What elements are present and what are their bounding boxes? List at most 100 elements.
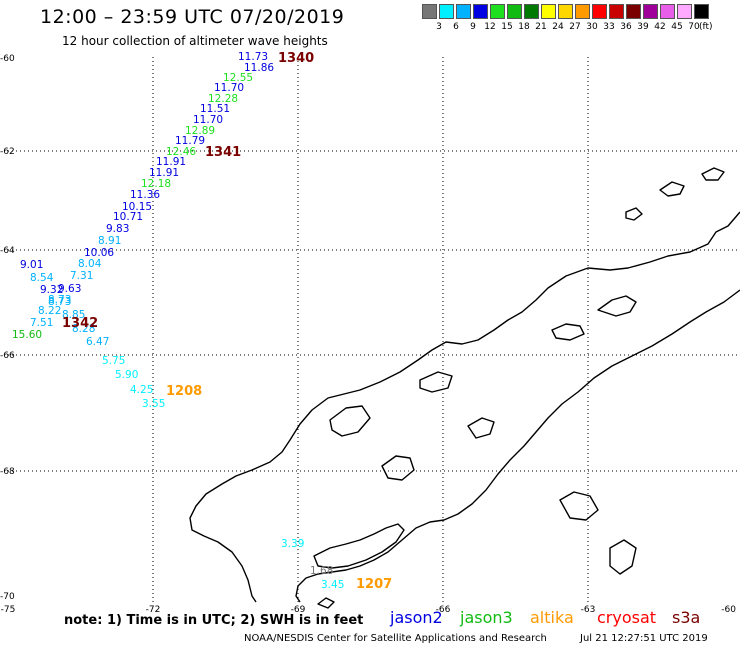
wave-height-value: 11.73 xyxy=(238,51,268,63)
credit-line: NOAA/NESDIS Center for Satellite Applica… xyxy=(244,633,547,644)
scale-unit-label: (ft) xyxy=(699,22,713,32)
legend-item-jason2: jason2 xyxy=(390,608,443,627)
wave-height-value: 12.46 xyxy=(166,146,196,158)
coastline-ridge xyxy=(295,289,740,603)
graticule xyxy=(8,57,740,602)
wave-height-value: 11.91 xyxy=(149,167,179,179)
wave-height-value: 11.91 xyxy=(156,156,186,168)
scale-swatch xyxy=(643,4,658,19)
latitude-label: -66 xyxy=(0,351,15,361)
latitude-label: -70 xyxy=(0,592,15,602)
wave-height-value: 8.91 xyxy=(98,235,121,247)
wave-height-value: 3.39 xyxy=(281,538,304,550)
scale-tick-label: 33 xyxy=(603,22,615,32)
longitude-label: -60 xyxy=(721,605,736,615)
scale-swatch xyxy=(541,4,556,19)
wave-height-value: 8.22 xyxy=(38,305,61,317)
coastline-island-se xyxy=(609,539,637,575)
coastline-island-west xyxy=(329,405,371,437)
generated-timestamp: Jul 21 12:27:51 UTC 2019 xyxy=(580,633,708,644)
coastline-island-east-3 xyxy=(419,371,453,393)
coastline-island-mid xyxy=(467,417,495,439)
wave-height-value: 7.51 xyxy=(30,317,53,329)
wave-height-value: 7.31 xyxy=(70,270,93,282)
wave-height-value: 9.01 xyxy=(20,259,43,271)
wave-height-value: 9.63 xyxy=(58,283,81,295)
scale-swatch xyxy=(626,4,641,19)
longitude-label: -75 xyxy=(1,605,16,615)
wave-height-value: 8.54 xyxy=(30,272,54,284)
longitude-label: -69 xyxy=(291,605,306,615)
coastline-island-north-2 xyxy=(625,207,643,221)
longitude-label: -66 xyxy=(436,605,451,615)
scale-swatch xyxy=(660,4,675,19)
wave-height-value: 12.18 xyxy=(141,178,171,190)
legend-item-s3a: s3a xyxy=(672,608,701,627)
scale-swatch xyxy=(456,4,471,19)
map-frame-line xyxy=(8,57,740,602)
wave-height-value: 4.25 xyxy=(130,384,153,396)
scale-swatch xyxy=(558,4,573,19)
scale-swatch xyxy=(609,4,624,19)
coastline-island-east-1 xyxy=(597,295,637,317)
wave-height-value: 9.83 xyxy=(106,223,129,235)
satellite-pass-times: 1340 1341 1342 1208 1207 xyxy=(62,51,392,592)
scale-tick-label: 30 xyxy=(586,22,598,32)
longitude-label: -72 xyxy=(146,605,161,615)
scale-swatch xyxy=(422,4,437,19)
scale-tick-label: 70 xyxy=(688,22,700,32)
latitude-label: -68 xyxy=(0,467,15,477)
wave-height-value: 3.45 xyxy=(321,579,344,591)
scale-tick-label: 18 xyxy=(518,22,530,32)
wave-height-value: 8.73 xyxy=(48,294,71,306)
coastline xyxy=(189,167,740,609)
pass-time-label: 1208 xyxy=(166,384,202,399)
scale-swatch xyxy=(677,4,692,19)
wave-height-observations: 11.7311.8612.5511.7012.2811.5111.7012.89… xyxy=(12,51,344,591)
scale-tick-label: 9 xyxy=(470,22,476,32)
wave-height-value: 10.06 xyxy=(84,247,114,259)
wave-height-value: 6.47 xyxy=(86,336,109,348)
coastline-ice-shelf xyxy=(559,491,599,521)
pass-time-label: 1342 xyxy=(62,316,98,331)
pass-time-label: 1207 xyxy=(356,577,392,592)
scale-swatch xyxy=(490,4,505,19)
longitude-label: -63 xyxy=(581,605,596,615)
wave-height-value: 8.73 xyxy=(48,296,71,308)
pass-time-label: 1340 xyxy=(278,51,314,66)
coastline-island-north-3 xyxy=(701,167,725,181)
scale-tick-label: 15 xyxy=(501,22,513,32)
scale-tick-label: 12 xyxy=(484,22,496,32)
scale-tick-label: 39 xyxy=(637,22,649,32)
scale-tick-label: 6 xyxy=(453,22,459,32)
legend-item-altika: altika xyxy=(530,608,574,627)
wave-height-value: 11.51 xyxy=(200,103,230,115)
wave-height-value: 10.71 xyxy=(113,211,143,223)
wave-height-value: 11.86 xyxy=(244,62,274,74)
page-title: 12:00 – 23:59 UTC 07/20/2019 xyxy=(40,6,345,28)
scale-tick-label: 24 xyxy=(552,22,564,32)
scale-tick-label: 21 xyxy=(535,22,547,32)
scale-tick-label: 45 xyxy=(671,22,683,32)
wave-height-value: 12.28 xyxy=(208,93,238,105)
legend-item-cryosat: cryosat xyxy=(597,608,657,627)
latitude-label: -62 xyxy=(0,147,15,157)
wave-height-value: 15.60 xyxy=(12,329,42,341)
footnote: note: 1) Time is in UTC; 2) SWH is in fe… xyxy=(64,613,364,628)
latitude-label: -60 xyxy=(0,54,15,64)
longitude-labels: -75 -72 -69 -66 -63 -60 xyxy=(1,605,737,615)
wave-height-value: 9.32 xyxy=(40,284,63,296)
wave-height-value: 11.36 xyxy=(130,189,160,201)
wave-height-value: 8.85 xyxy=(62,309,85,321)
scale-swatch xyxy=(507,4,522,19)
wave-height-value: 11.70 xyxy=(214,82,244,94)
scale-swatch xyxy=(592,4,607,19)
latitude-label: -64 xyxy=(0,246,15,256)
wave-height-value: 10.15 xyxy=(122,201,152,213)
scale-tick-label: 42 xyxy=(654,22,666,32)
wave-height-value: 5.75 xyxy=(102,355,125,367)
coastline-island-north-1 xyxy=(659,181,685,197)
pass-time-label: 1341 xyxy=(205,145,241,160)
latitude-labels: -60 -62 -64 -66 -68 -70 xyxy=(0,54,15,602)
